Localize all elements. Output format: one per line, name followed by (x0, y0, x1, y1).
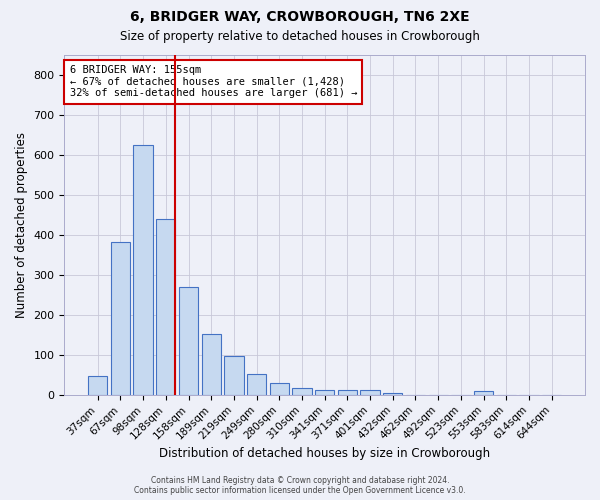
Bar (111, 242, 130, 395)
Bar (247, 374, 266, 395)
Bar (202, 334, 221, 395)
Bar (179, 287, 198, 395)
Text: 6, BRIDGER WAY, CROWBOROUGH, TN6 2XE: 6, BRIDGER WAY, CROWBOROUGH, TN6 2XE (130, 10, 470, 24)
Y-axis label: Number of detached properties: Number of detached properties (15, 132, 28, 318)
Text: Size of property relative to detached houses in Crowborough: Size of property relative to detached ho… (120, 30, 480, 43)
Text: Contains HM Land Registry data © Crown copyright and database right 2024.
Contai: Contains HM Land Registry data © Crown c… (134, 476, 466, 495)
Bar (269, 383, 289, 395)
Bar (88, 376, 107, 395)
Bar (292, 388, 311, 395)
Bar (156, 220, 175, 395)
Bar (338, 390, 357, 395)
X-axis label: Distribution of detached houses by size in Crowborough: Distribution of detached houses by size … (159, 447, 490, 460)
Bar (383, 393, 403, 395)
Bar (133, 146, 153, 395)
Text: 6 BRIDGER WAY: 155sqm
← 67% of detached houses are smaller (1,428)
32% of semi-d: 6 BRIDGER WAY: 155sqm ← 67% of detached … (70, 65, 357, 98)
Bar (361, 390, 380, 395)
Bar (315, 390, 334, 395)
Bar (474, 392, 493, 395)
Bar (224, 356, 244, 395)
